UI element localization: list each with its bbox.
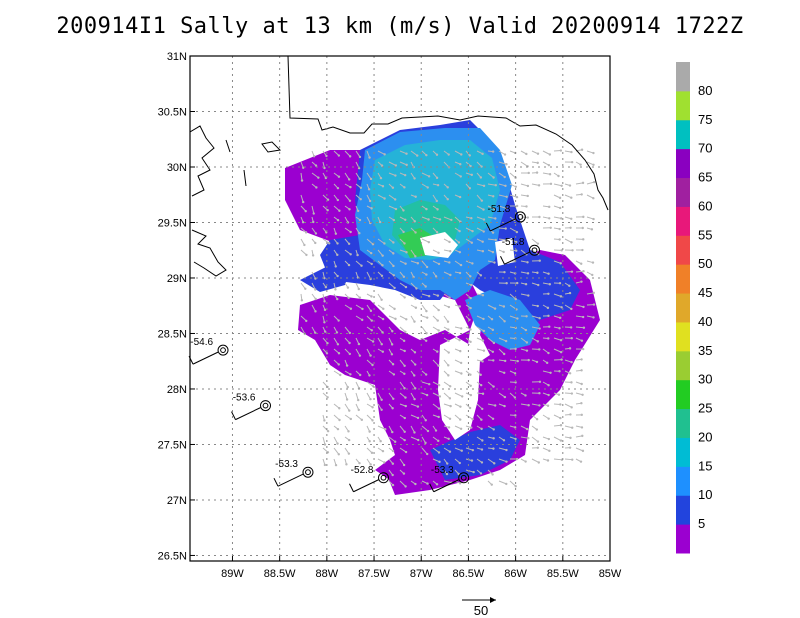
station-label: -51.8 bbox=[488, 204, 511, 215]
station-marker: -51.8 bbox=[500, 237, 540, 265]
colorbar-swatch bbox=[676, 264, 690, 294]
colorbar-swatch bbox=[676, 62, 690, 92]
colorbar-swatch bbox=[676, 321, 690, 352]
colorbar-swatch bbox=[676, 90, 690, 121]
colorbar: 5 10 15 20 25 30 35 40 45 50 55 60 65 70 75 80 bbox=[676, 62, 712, 554]
colorbar-label: 50 bbox=[698, 256, 712, 271]
scale-vector: 50 bbox=[462, 597, 496, 618]
x-tick-label: 85W bbox=[599, 568, 622, 580]
colorbar-label: 15 bbox=[698, 458, 712, 473]
y-tick-label: 29N bbox=[167, 273, 187, 285]
y-tick-label: 28N bbox=[167, 384, 187, 396]
colorbar-label: 60 bbox=[698, 198, 712, 213]
axes: 89W 88.5W 88W 87.5W 87W 86.5W 86W 85.5W 85W 26.5N… bbox=[158, 51, 622, 580]
coastline bbox=[190, 56, 609, 277]
station-marker: -53.6 bbox=[231, 393, 272, 421]
x-tick-label: 86W bbox=[504, 568, 527, 580]
y-tick-label: 28.5N bbox=[158, 328, 187, 340]
station-marker: -53.3 bbox=[429, 465, 470, 493]
colorbar-label: 20 bbox=[698, 429, 712, 444]
station-label: -53.6 bbox=[233, 393, 256, 404]
y-tick-label: 27N bbox=[167, 495, 187, 507]
colorbar-label: 80 bbox=[698, 83, 712, 98]
colorbar-label: 75 bbox=[698, 112, 712, 127]
y-tick-label: 27.5N bbox=[158, 439, 187, 451]
colorbar-swatch bbox=[676, 177, 690, 207]
colorbar-swatch bbox=[676, 408, 690, 438]
colorbar-label: 40 bbox=[698, 314, 712, 329]
station-marker: -52.8 bbox=[349, 465, 389, 493]
station-label: -53.3 bbox=[431, 465, 454, 476]
colorbar-swatch bbox=[676, 206, 690, 236]
station-marker: -53.3 bbox=[273, 459, 314, 487]
x-tick-label: 89W bbox=[221, 568, 244, 580]
x-tick-label: 86.5W bbox=[453, 568, 485, 580]
x-tick-label: 88.5W bbox=[264, 568, 296, 580]
wind-vectors bbox=[300, 148, 596, 488]
grid-lines bbox=[190, 56, 610, 561]
colorbar-label: 10 bbox=[698, 487, 712, 502]
x-tick-label: 88W bbox=[316, 568, 339, 580]
station-label: -51.8 bbox=[502, 237, 525, 248]
colorbar-label: 30 bbox=[698, 372, 712, 387]
y-tick-label: 26.5N bbox=[158, 550, 187, 562]
colorbar-swatch bbox=[676, 119, 690, 150]
colorbar-swatch bbox=[676, 293, 690, 323]
colorbar-swatch bbox=[676, 148, 690, 179]
chart-title: 200914I1 Sally at 13 km (m/s) Valid 2020… bbox=[56, 14, 744, 39]
x-tick-label: 87W bbox=[410, 568, 433, 580]
colorbar-swatch bbox=[676, 437, 690, 467]
station-marker: -54.6 bbox=[188, 337, 229, 365]
colorbar-label: 35 bbox=[698, 343, 712, 358]
colorbar-swatch bbox=[676, 495, 690, 525]
colorbar-label: 25 bbox=[698, 401, 712, 416]
scale-label: 50 bbox=[474, 603, 488, 618]
colorbar-label: 45 bbox=[698, 285, 712, 300]
station-marker: -51.8 bbox=[485, 204, 526, 232]
y-tick-label: 30.5N bbox=[158, 106, 187, 118]
colorbar-swatch bbox=[676, 235, 690, 265]
station-label: -53.3 bbox=[275, 459, 298, 470]
plot-frame bbox=[189, 55, 611, 562]
station-label: -54.6 bbox=[190, 337, 213, 348]
x-tick-label: 87.5W bbox=[358, 568, 390, 580]
colorbar-swatch bbox=[676, 350, 690, 381]
y-tick-label: 29.5N bbox=[158, 217, 187, 229]
y-tick-label: 30N bbox=[167, 162, 187, 174]
colorbar-label: 70 bbox=[698, 141, 712, 156]
colorbar-swatch bbox=[676, 524, 690, 554]
x-tick-label: 85.5W bbox=[547, 568, 579, 580]
station-label: -52.8 bbox=[351, 465, 374, 476]
colorbar-label: 5 bbox=[698, 516, 705, 531]
stations: -54.6 -53.6 -53.3 -52.8 -53.3 -51.8 -51.8 bbox=[188, 204, 540, 493]
colorbar-label: 65 bbox=[698, 170, 712, 185]
y-tick-label: 31N bbox=[167, 51, 187, 63]
colorbar-swatch bbox=[676, 379, 690, 410]
colorbar-swatch bbox=[676, 466, 690, 496]
wind-speed-field bbox=[285, 120, 600, 495]
colorbar-label: 55 bbox=[698, 227, 712, 242]
